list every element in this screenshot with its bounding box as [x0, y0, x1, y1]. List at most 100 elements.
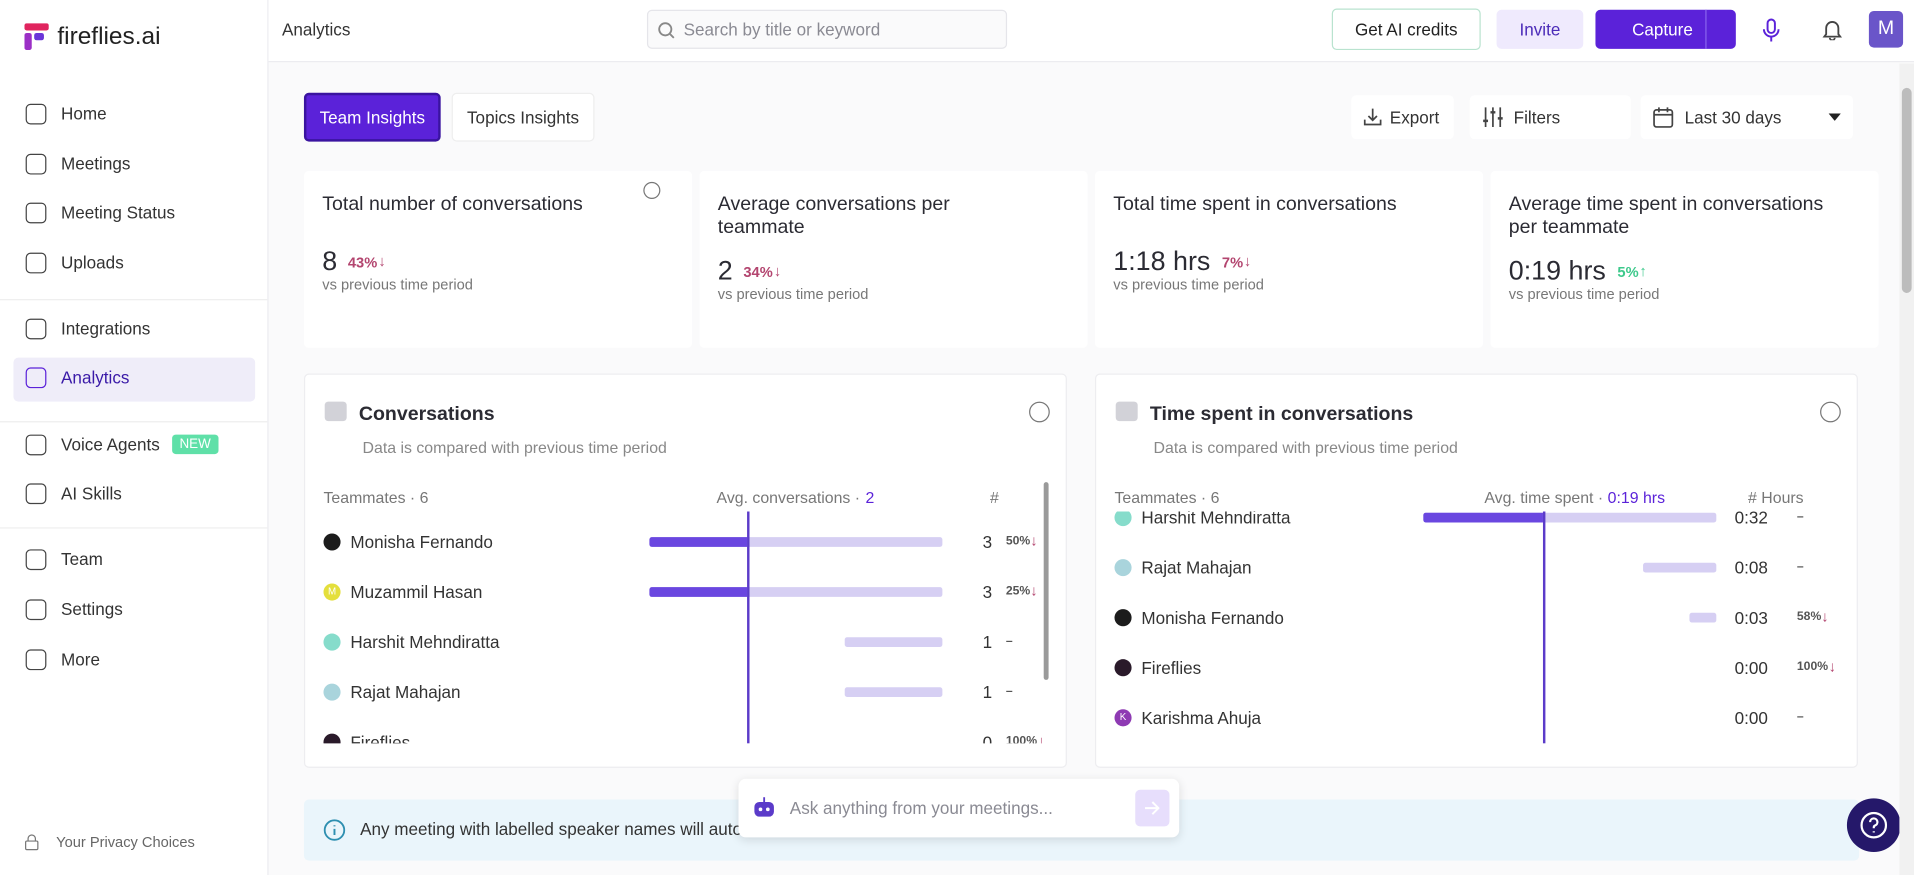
- avatar: [323, 633, 341, 651]
- teammate-name: Monisha Fernando: [1141, 607, 1284, 628]
- filters-icon: [1483, 107, 1503, 127]
- stat-note: vs previous time period: [717, 285, 869, 303]
- bar: [649, 537, 943, 547]
- list-scrollbar[interactable]: [1043, 482, 1049, 680]
- privacy-link[interactable]: Your Privacy Choices: [56, 833, 195, 851]
- scroll-thumb[interactable]: [1901, 87, 1912, 293]
- tab-label: Team Insights: [319, 107, 426, 127]
- avatar: [1114, 559, 1132, 577]
- avg-line: [747, 511, 750, 744]
- nav-item[interactable]: AI Skills: [61, 483, 122, 503]
- avatar: K: [1114, 709, 1132, 727]
- stat-card: Average conversations per teammate 2 34% ↓ v…: [699, 170, 1088, 348]
- search-box[interactable]: Search by title or keyword: [646, 9, 1008, 49]
- nav-item[interactable]: Home: [61, 103, 107, 124]
- bell-icon[interactable]: [1822, 18, 1843, 41]
- lock-icon: [25, 834, 39, 851]
- stat-value: 1:18 hrs: [1113, 245, 1211, 276]
- nav-item[interactable]: Settings: [61, 599, 123, 619]
- tab-label: Topics Insights: [467, 107, 580, 127]
- nav-item[interactable]: Uploads: [61, 252, 124, 273]
- credits-button[interactable]: Get AI credits: [1331, 8, 1481, 51]
- logo-icon: [24, 23, 49, 51]
- mic-icon[interactable]: [1761, 18, 1781, 42]
- info-icon: [1029, 401, 1050, 423]
- tab[interactable]: Topics Insights: [451, 92, 595, 142]
- export-button[interactable]: Export: [1351, 95, 1454, 140]
- send-button[interactable]: [1135, 789, 1170, 827]
- teammate-name: Karishma Ahuja: [1141, 708, 1262, 728]
- bar: [649, 587, 943, 597]
- divider: [1705, 9, 1707, 49]
- row-value: 0:00: [1734, 657, 1768, 678]
- date-select[interactable]: Last 30 days: [1640, 95, 1854, 140]
- divider: [0, 299, 268, 301]
- stat-card: Average time spent in conversations per …: [1490, 170, 1879, 348]
- bar: [844, 637, 943, 647]
- avatar[interactable]: M: [1868, 10, 1904, 48]
- help-button[interactable]: [1846, 798, 1901, 853]
- capture-button[interactable]: Capture: [1595, 9, 1736, 49]
- stat-card: Total number of conversations 8 43% ↓ vs pre…: [303, 170, 693, 348]
- panel: Conversations Data is compared with previ…: [303, 373, 1067, 768]
- stat-value: 0:19 hrs: [1508, 255, 1606, 286]
- nav-icon: [25, 483, 47, 505]
- stat-change: 5%: [1617, 263, 1639, 281]
- col-header: Avg. time spent ·: [1484, 488, 1604, 507]
- nav-badge: NEW: [172, 434, 219, 455]
- tab-active[interactable]: Team Insights: [303, 92, 441, 142]
- panel-title: Time spent in conversations: [1149, 404, 1414, 425]
- nav-item[interactable]: Meetings: [61, 153, 131, 174]
- nav-item[interactable]: Team: [61, 549, 103, 569]
- nav-icon: [25, 367, 47, 389]
- stat-title: Average conversations per teammate: [717, 194, 950, 239]
- breadcrumb: Analytics: [281, 19, 351, 40]
- row-value: 0:00: [1734, 708, 1768, 728]
- nav-item[interactable]: More: [61, 649, 100, 669]
- avg-line: [1542, 511, 1545, 744]
- invite-button[interactable]: Invite: [1496, 9, 1584, 49]
- panel-icon: [1115, 401, 1138, 422]
- teammate-name: Fireflies: [350, 732, 411, 744]
- filters-label: Filters: [1513, 107, 1561, 127]
- row-value: 0:32: [1734, 511, 1768, 528]
- teammate-name: Harshit Mehndiratta: [1141, 511, 1291, 528]
- stat-card: Total time spent in conversations 1:18 hr…: [1094, 170, 1484, 348]
- credits-label: Get AI credits: [1354, 19, 1458, 40]
- bar-above-avg: [649, 537, 748, 547]
- trend-arrow: ↓: [1030, 582, 1038, 600]
- nav-item[interactable]: Meeting Status: [61, 202, 176, 223]
- avatar: [1114, 511, 1132, 527]
- stat-change: 43%: [347, 253, 378, 271]
- avatar: [323, 733, 341, 744]
- nav-icon: [25, 202, 47, 224]
- nav-item[interactable]: Integrations: [61, 318, 151, 339]
- nav-item[interactable]: Analytics: [61, 367, 130, 387]
- info-icon: [643, 181, 661, 199]
- teammate-name: Rajat Mahajan: [350, 682, 461, 702]
- filters-button[interactable]: Filters: [1469, 95, 1631, 140]
- row-value: 3: [982, 582, 993, 602]
- row-change: –: [1796, 511, 1804, 524]
- row-value: 0:03: [1734, 607, 1768, 628]
- row-change: 100%: [1796, 660, 1829, 674]
- capture-label: Capture: [1632, 19, 1693, 40]
- scrollbar[interactable]: [1899, 63, 1914, 875]
- trend-arrow: ↓: [1037, 732, 1045, 744]
- bar: [1423, 512, 1717, 523]
- nav-item[interactable]: Voice Agents: [61, 434, 160, 455]
- stat-title: Total time spent in conversations: [1113, 194, 1397, 215]
- export-icon: [1363, 108, 1382, 126]
- trend-arrow: ↓: [1030, 532, 1038, 550]
- ask-placeholder: Ask anything from your meetings...: [789, 798, 1053, 818]
- avatar: [323, 533, 341, 551]
- nav-icon: [25, 599, 47, 621]
- row-change: –: [1796, 710, 1804, 724]
- ask-box[interactable]: Ask anything from your meetings...: [738, 778, 1180, 838]
- trend-arrow: ↓: [1821, 607, 1829, 625]
- avatar: [1114, 609, 1132, 627]
- info-icon: [323, 819, 346, 841]
- nav-icon: [25, 549, 47, 571]
- banner-text: Any meeting with labelled speaker names …: [360, 819, 757, 839]
